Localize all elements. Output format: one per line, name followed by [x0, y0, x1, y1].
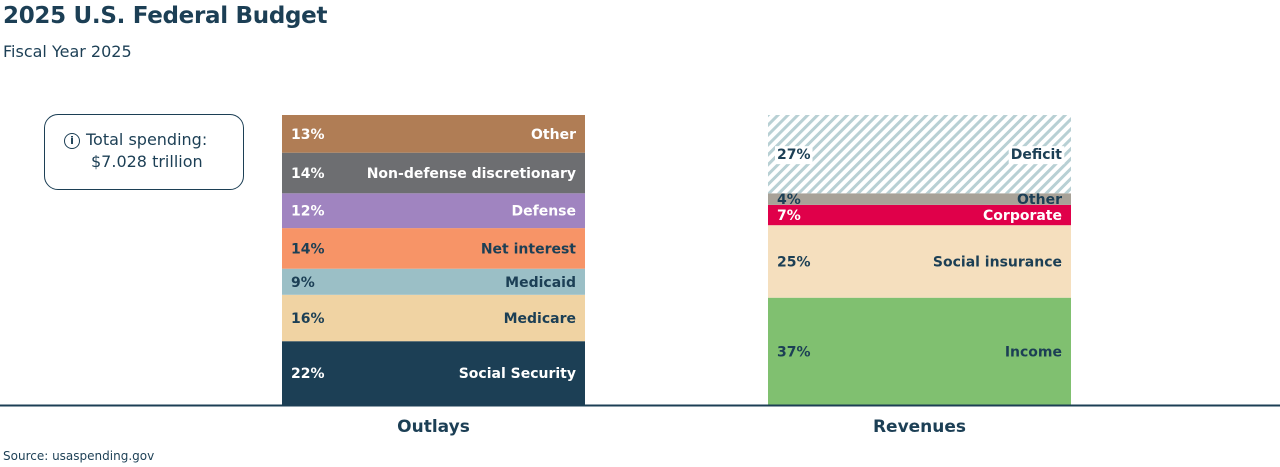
source-note: Source: usaspending.gov [3, 449, 155, 463]
outlays-name-label-defense: Defense [512, 204, 577, 220]
outlays-name-label-medicaid: Medicaid [505, 275, 576, 291]
outlays-segment-net-interest [282, 228, 585, 269]
revenues-value-label-social-insurance: 25% [777, 254, 811, 270]
outlays-segment-social-security [282, 341, 585, 405]
outlays-value-label-non-defense-discretionary: 14% [291, 166, 325, 182]
outlays-name-label-medicare: Medicare [504, 311, 576, 327]
category-label-revenues: Revenues [873, 417, 966, 437]
revenues-name-label-social-insurance: Social insurance [933, 254, 1062, 270]
revenues-segment-income [768, 297, 1071, 405]
outlays-segment-medicare [282, 294, 585, 342]
outlays-segment-other [282, 115, 585, 153]
outlays-segment-medicaid [282, 268, 585, 295]
revenues-name-label-corporate: Corporate [983, 208, 1062, 224]
category-label-outlays: Outlays [397, 417, 470, 437]
label-background [775, 146, 813, 165]
outlays-value-label-medicare: 16% [291, 311, 325, 327]
outlays-name-label-social-security: Social Security [459, 366, 576, 382]
revenues-segment-social-insurance [768, 225, 1071, 298]
callout-line1: Total spending: [86, 130, 208, 149]
revenues-segment-corporate [768, 204, 1071, 226]
outlays-value-label-net-interest: 14% [291, 241, 325, 257]
outlays-name-label-non-defense-discretionary: Non-defense discretionary [367, 166, 576, 182]
outlays-segment-defense [282, 193, 585, 229]
outlays-name-label-net-interest: Net interest [481, 241, 576, 257]
outlays-value-label-social-security: 22% [291, 366, 325, 382]
chart-title: 2025 U.S. Federal Budget [3, 3, 328, 29]
revenues-name-label-other: Other [1017, 192, 1062, 208]
chart-subtitle: Fiscal Year 2025 [3, 42, 132, 61]
outlays-value-label-defense: 12% [291, 204, 325, 220]
revenues-value-label-corporate: 7% [777, 208, 801, 224]
callout-line2: $7.028 trillion [91, 152, 203, 171]
info-icon: i [64, 133, 80, 149]
outlays-segment-non-defense-discretionary [282, 152, 585, 194]
revenues-name-label-income: Income [1005, 344, 1062, 360]
revenues-value-label-other: 4% [777, 192, 801, 208]
outlays-value-label-other: 13% [291, 127, 325, 143]
revenues-name-label-deficit: Deficit [1011, 147, 1063, 163]
outlays-value-label-medicaid: 9% [291, 275, 315, 291]
total-spending-callout: i Total spending: $7.028 trillion [44, 114, 244, 190]
revenues-value-label-deficit: 27% [777, 147, 811, 163]
outlays-name-label-other: Other [531, 127, 576, 143]
revenues-value-label-income: 37% [777, 344, 811, 360]
revenues-segment-other [768, 193, 1071, 205]
label-background [1008, 146, 1065, 165]
